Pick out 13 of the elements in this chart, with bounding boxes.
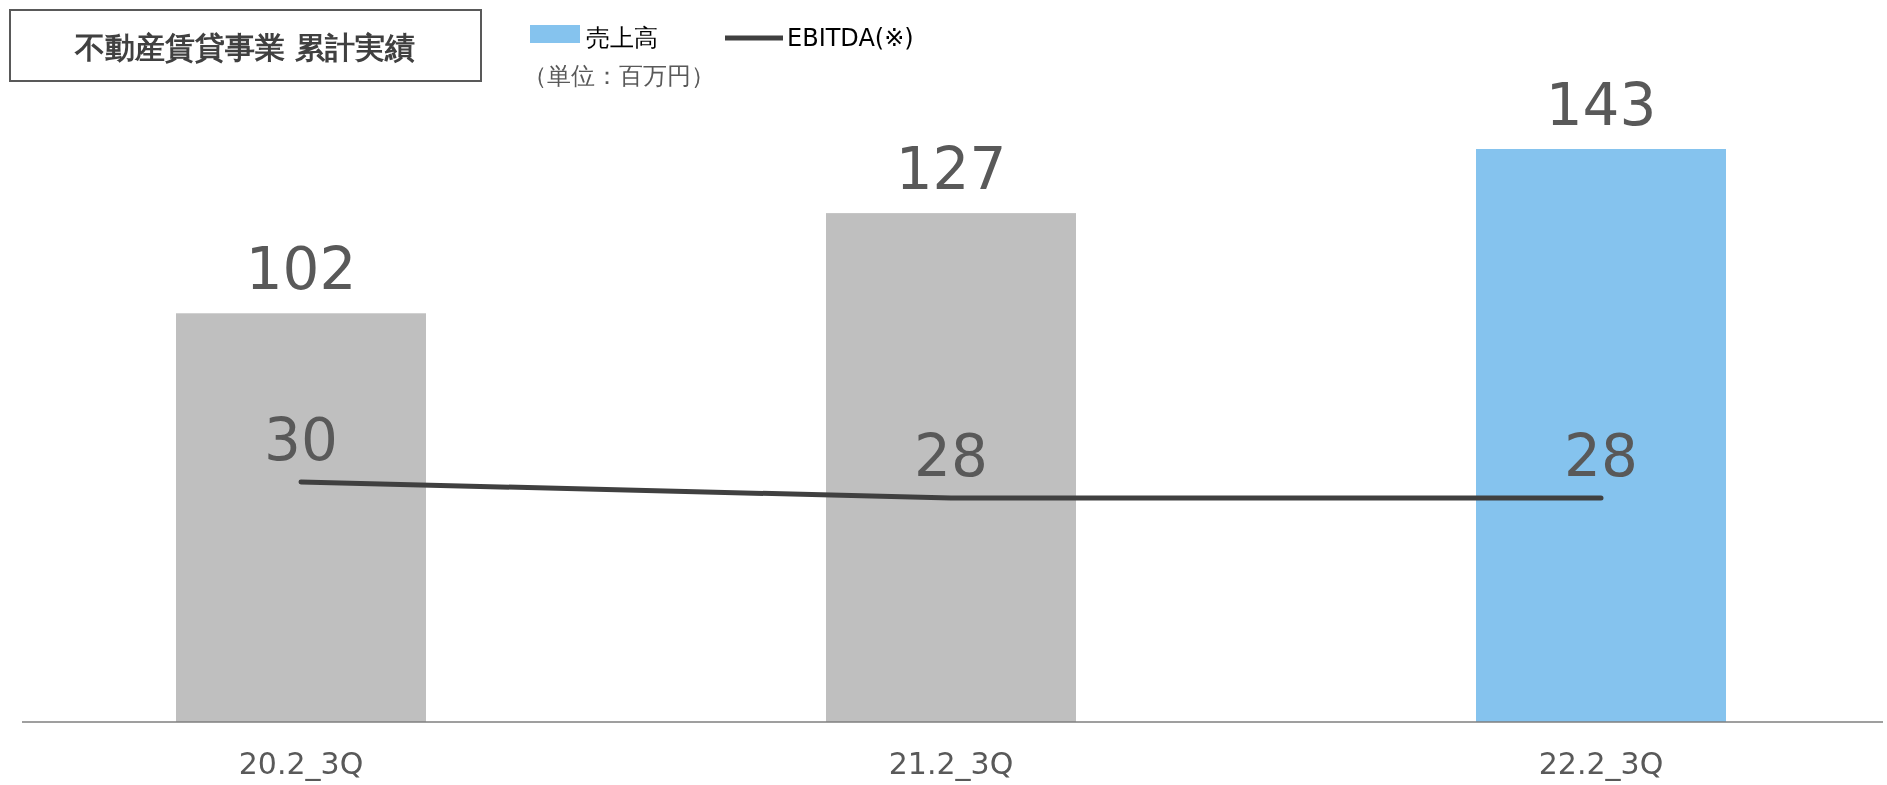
data-label: 102 <box>245 235 357 304</box>
chart-title: 不動産賃貸事業 累計実績 <box>73 30 416 65</box>
legend-label: EBITDA(※) <box>787 24 914 52</box>
data-label: 28 <box>1564 422 1638 490</box>
x-tick-label: 22.2_3Q <box>1538 746 1664 781</box>
data-label: 127 <box>895 135 1007 204</box>
data-label: 30 <box>264 406 338 474</box>
x-tick-label: 21.2_3Q <box>888 746 1014 781</box>
data-label: 143 <box>1545 71 1657 139</box>
x-tick-label: 20.2_3Q <box>238 746 364 781</box>
legend-label: 売上高 <box>586 24 658 52</box>
text: （単位：百万円） <box>523 62 715 90</box>
data-label: 28 <box>914 422 988 490</box>
